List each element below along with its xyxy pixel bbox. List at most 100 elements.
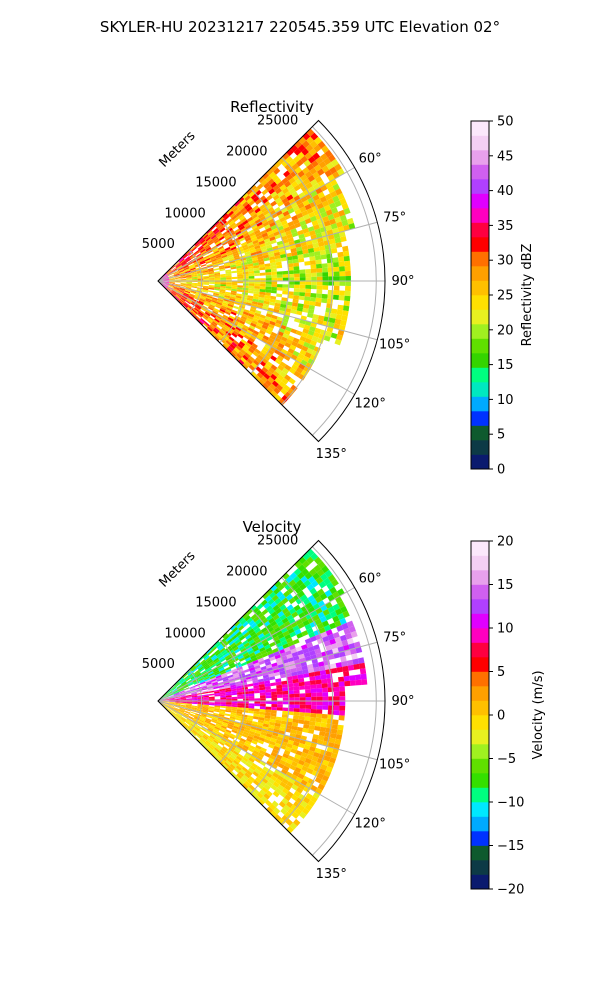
azimuth-tick-label: 120° — [355, 397, 386, 412]
colorbar-label: Velocity (m/s) — [531, 670, 546, 759]
colorbar-swatch — [471, 570, 489, 585]
velocity-panel: Velocity Meters Velocity (m/s) 5000 10000… — [142, 518, 546, 898]
colorbar-swatch — [471, 222, 489, 238]
colorbar-swatch — [471, 309, 489, 325]
colorbar-tick-label: 10 — [497, 622, 514, 637]
panel-title: Reflectivity — [230, 98, 314, 116]
colorbar-swatch — [471, 135, 489, 151]
colorbar-swatch — [471, 251, 489, 267]
azimuth-tick-label: 75° — [383, 631, 406, 646]
colorbar-swatch — [471, 382, 489, 397]
colorbar-swatch — [471, 584, 489, 600]
colorbar-swatch — [471, 845, 489, 861]
azimuth-tick-label: 135° — [316, 447, 347, 462]
colorbar-tick-label: 20 — [497, 323, 514, 338]
colorbar-tick-label: 45 — [497, 149, 514, 164]
colorbar-tick-label: 35 — [497, 219, 514, 234]
range-tick-label: 5000 — [142, 657, 175, 672]
colorbar-swatch — [471, 324, 489, 339]
colorbar-swatch — [471, 787, 489, 803]
colorbar-swatch — [471, 150, 489, 165]
colorbar-swatch — [471, 758, 489, 774]
range-tick-label: 20000 — [226, 565, 267, 580]
colorbar-tick-label: 50 — [497, 115, 514, 130]
colorbar-swatch — [471, 280, 489, 296]
colorbar-swatch — [471, 541, 489, 556]
range-tick-label: 10000 — [164, 626, 205, 641]
range-tick-label: 10000 — [164, 206, 205, 221]
range-tick-label: 5000 — [142, 237, 175, 252]
azimuth-tick-label: 120° — [355, 817, 386, 832]
colorbar-swatch — [471, 860, 489, 875]
azimuth-gridline — [157, 280, 378, 341]
colorbar-tick-label: 0 — [497, 463, 505, 478]
sector-outline — [157, 539, 386, 863]
colorbar-swatch — [471, 874, 489, 890]
range-tick-label: 15000 — [195, 595, 236, 610]
colorbar-tick-label: 5 — [497, 428, 505, 443]
colorbar-swatch — [471, 193, 489, 209]
colorbar-swatch — [471, 715, 489, 730]
colorbar-tick-label: −5 — [497, 752, 516, 767]
colorbar: −20 −15 −10 −5 0 5 10 15 20 — [470, 535, 524, 898]
radar-field — [158, 548, 368, 834]
azimuth-gridline — [157, 700, 378, 761]
colorbar-swatch — [471, 599, 489, 614]
colorbar-swatch — [471, 744, 489, 759]
colorbar-swatch — [471, 411, 489, 426]
colorbar-tick-label: 25 — [497, 289, 514, 304]
colorbar-tick-label: −10 — [497, 796, 524, 811]
colorbar-swatch — [471, 425, 489, 441]
colorbar-tick-label: 15 — [497, 358, 514, 373]
colorbar-swatch — [471, 642, 489, 658]
azimuth-tick-label: 60° — [359, 152, 382, 167]
range-tick-label: 25000 — [257, 114, 298, 129]
colorbar-tick-label: −20 — [497, 883, 524, 898]
azimuth-gridline — [157, 641, 378, 702]
radial-axis-label: Meters — [157, 548, 199, 590]
colorbar-swatch — [471, 831, 489, 846]
colorbar-swatch — [471, 295, 489, 310]
colorbar-swatch — [471, 454, 489, 470]
colorbar-swatch — [471, 686, 489, 701]
colorbar-swatch — [471, 367, 489, 383]
azimuth-tick-label: 90° — [391, 694, 414, 709]
colorbar-swatch — [471, 613, 489, 629]
colorbar-tick-label: 15 — [497, 578, 514, 593]
colorbar-swatch — [471, 164, 489, 180]
colorbar-tick-label: 20 — [497, 535, 514, 550]
colorbar-swatch — [471, 208, 489, 223]
colorbar-swatch — [471, 121, 489, 136]
azimuth-tick-label: 60° — [359, 572, 382, 587]
colorbar-label: Reflectivity dBZ — [520, 244, 535, 347]
azimuth-tick-label: 135° — [316, 867, 347, 882]
range-tick-label: 25000 — [257, 534, 298, 549]
sector-outline — [157, 119, 386, 443]
colorbar-tick-label: 40 — [497, 184, 514, 199]
panel-title: Velocity — [243, 518, 302, 536]
colorbar-tick-label: 5 — [497, 665, 505, 680]
azimuth-gridline — [157, 700, 355, 815]
colorbar-swatch — [471, 657, 489, 672]
colorbar-tick-label: −15 — [497, 839, 524, 854]
reflectivity-panel: Reflectivity Meters Reflectivity dBZ 500… — [142, 98, 535, 478]
azimuth-tick-label: 105° — [379, 757, 410, 772]
range-tick-label: 20000 — [226, 145, 267, 160]
colorbar: 0 5 10 15 20 25 30 35 40 45 50 — [470, 115, 514, 478]
colorbar-tick-label: 30 — [497, 254, 514, 269]
colorbar-swatch — [471, 266, 489, 281]
azimuth-tick-label: 90° — [391, 274, 414, 289]
azimuth-tick-label: 105° — [379, 337, 410, 352]
colorbar-swatch — [471, 700, 489, 716]
colorbar-swatch — [471, 671, 489, 687]
colorbar-swatch — [471, 816, 489, 832]
colorbar-tick-label: 10 — [497, 393, 514, 408]
colorbar-swatch — [471, 338, 489, 354]
colorbar-swatch — [471, 396, 489, 412]
azimuth-gridline — [157, 587, 355, 702]
colorbar-swatch — [471, 729, 489, 745]
colorbar-swatch — [471, 628, 489, 643]
azimuth-tick-label: 75° — [383, 211, 406, 226]
colorbar-swatch — [471, 440, 489, 455]
